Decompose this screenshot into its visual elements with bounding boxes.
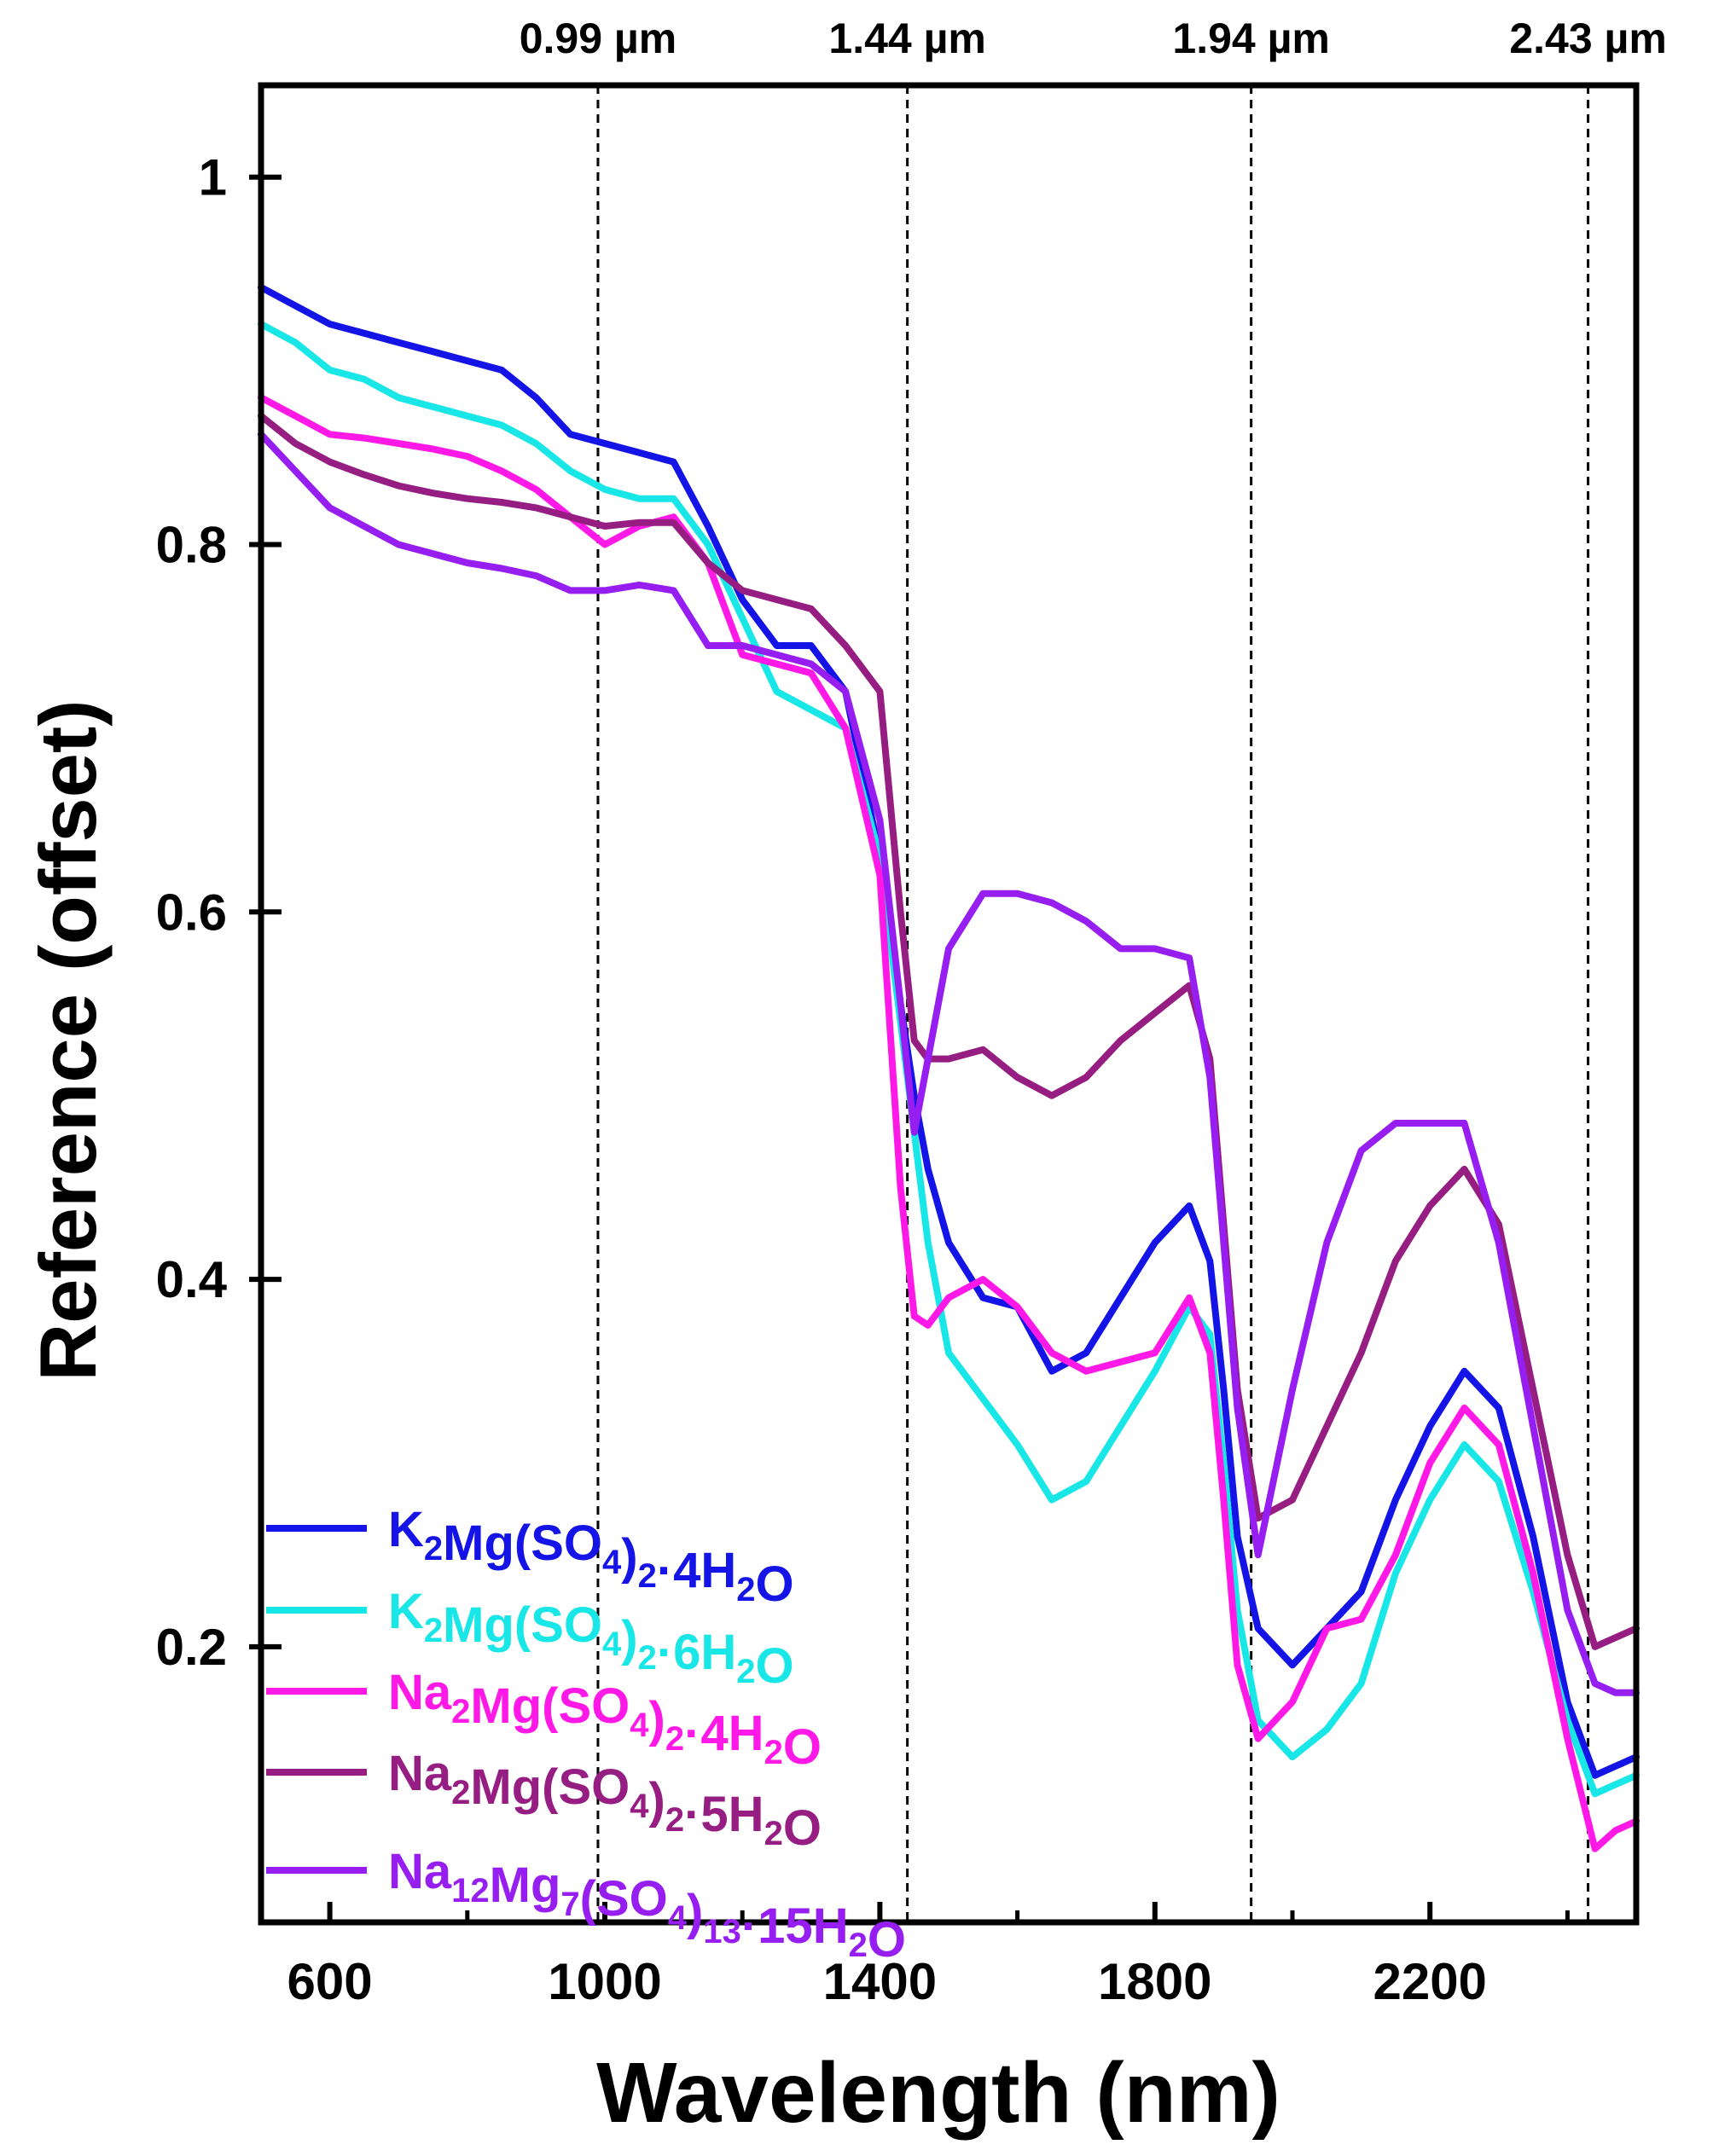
annotation-label-2: 1.94 µm bbox=[1172, 14, 1329, 62]
axis-ticks: 600 1000 1400 1800 2200 0.2 0.4 0.6 0.8 1 bbox=[156, 149, 1570, 2010]
x-tick-label-1: 1000 bbox=[548, 1953, 661, 2010]
series-line-3 bbox=[258, 412, 1640, 1650]
y-tick-label-0: 0.2 bbox=[156, 1619, 227, 1676]
series-line-0 bbox=[258, 283, 1640, 1779]
annotation-label-0: 0.99 µm bbox=[520, 14, 676, 62]
legend-label-2: Na2Mg(SO4)2·4H2O bbox=[388, 1665, 822, 1775]
legend-label-4: Na12Mg7(SO4)13·15H2O bbox=[388, 1844, 906, 1968]
x-tick-label-4: 2200 bbox=[1373, 1953, 1486, 2010]
x-tick-label-0: 600 bbox=[287, 1953, 373, 2010]
y-tick-label-3: 0.8 bbox=[156, 517, 227, 574]
y-axis-title: Reference (offset) bbox=[23, 699, 113, 1381]
y-tick-label-4: 1 bbox=[199, 149, 227, 206]
series-line-4 bbox=[258, 431, 1640, 1696]
series-line-2 bbox=[258, 394, 1640, 1852]
plot-frame bbox=[258, 82, 1640, 1926]
x-axis-title: Wavelength (nm) bbox=[596, 2045, 1280, 2141]
legend-label-0: K2Mg(SO4)2·4H2O bbox=[388, 1502, 794, 1612]
series-lines bbox=[258, 283, 1640, 1852]
annotation-label-1: 1.44 µm bbox=[828, 14, 985, 62]
y-tick-label-2: 0.6 bbox=[156, 884, 227, 941]
legend-label-1: K2Mg(SO4)2·6H2O bbox=[388, 1584, 794, 1694]
legend-label-3: Na2Mg(SO4)2·5H2O bbox=[388, 1746, 822, 1856]
x-tick-label-2: 1400 bbox=[823, 1953, 937, 2010]
legend: K2Mg(SO4)2·4H2OK2Mg(SO4)2·6H2ONa2Mg(SO4)… bbox=[266, 1502, 906, 1968]
y-tick-label-1: 0.4 bbox=[156, 1251, 228, 1308]
x-tick-label-3: 1800 bbox=[1098, 1953, 1211, 2010]
series-line-1 bbox=[258, 321, 1640, 1798]
annotation-label-3: 2.43 µm bbox=[1509, 14, 1666, 62]
